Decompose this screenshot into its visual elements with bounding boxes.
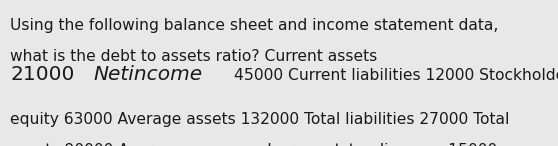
Text: assets 90000 Average common shares outstanding was 15000.: assets 90000 Average common shares outst… — [10, 143, 502, 146]
Text: 21000: 21000 — [10, 65, 74, 84]
Text: what is the debt to assets ratio? Current assets: what is the debt to assets ratio? Curren… — [10, 49, 377, 64]
Text: equity 63000 Average assets 132000 Total liabilities 27000 Total: equity 63000 Average assets 132000 Total… — [10, 112, 509, 127]
Text: Using the following balance sheet and income statement data,: Using the following balance sheet and in… — [10, 18, 498, 33]
Text: 45000 Current liabilities 12000 Stockholders’: 45000 Current liabilities 12000 Stockhol… — [234, 68, 558, 83]
Text: Netincome: Netincome — [93, 65, 202, 84]
